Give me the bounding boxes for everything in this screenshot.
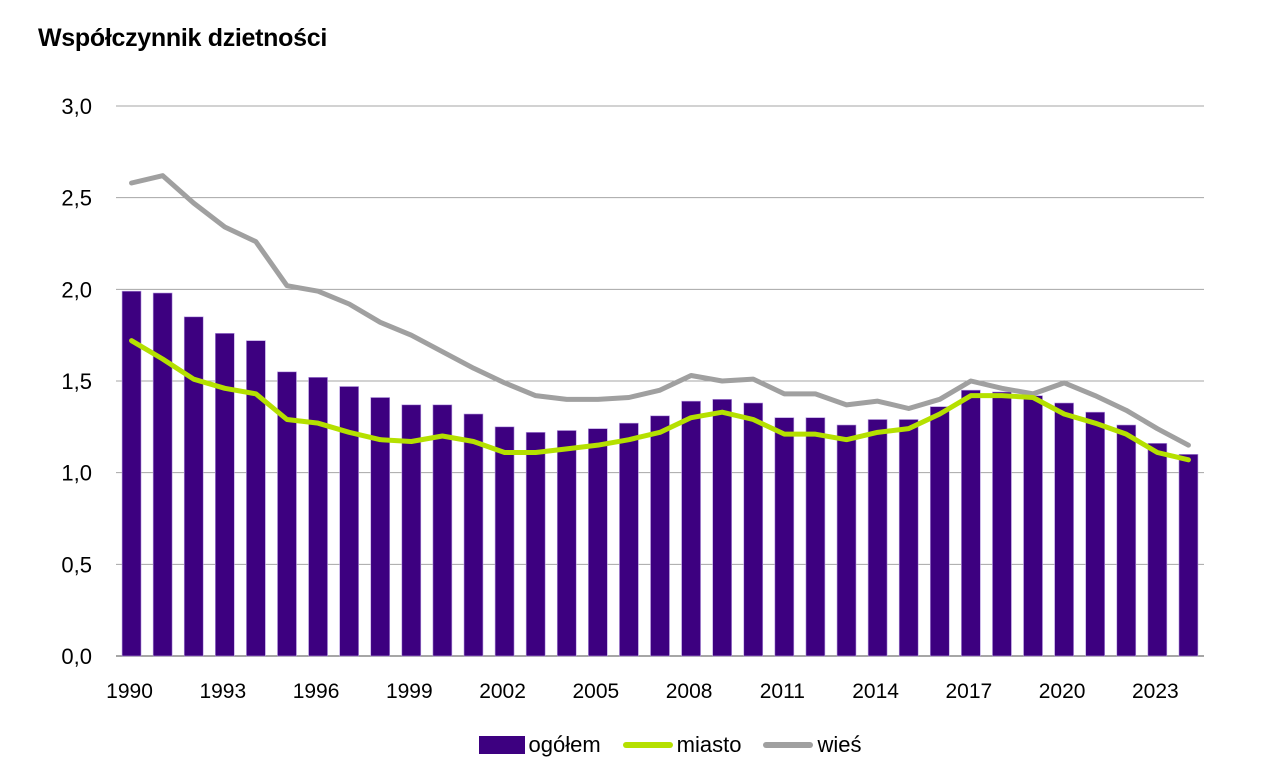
lines	[129, 173, 1191, 463]
bar-1996	[308, 377, 328, 657]
y-tick-label: 1,5	[61, 369, 92, 394]
bar-2005	[588, 428, 608, 657]
bar-1991	[152, 292, 173, 657]
legend-swatch-ogolem	[478, 736, 525, 754]
bar-1998	[370, 397, 391, 657]
bar-1997	[339, 386, 359, 657]
x-tick-label: 2020	[1039, 680, 1086, 703]
y-tick-label: 0,5	[61, 552, 92, 577]
legend-swatch-wies	[763, 742, 814, 748]
legend-item-miasto: miasto	[622, 732, 742, 758]
line-wies	[129, 173, 1191, 448]
y-axis-ticks: 0,0 0,5 1,0 1,5 2,0 2,5 3,0	[61, 94, 92, 669]
x-tick-label: 2011	[760, 680, 805, 703]
bar-2009	[712, 399, 732, 657]
bar-2014	[867, 419, 888, 657]
x-tick-label: 2008	[666, 680, 713, 703]
bar-1990	[121, 290, 142, 657]
y-tick-label: 1,0	[61, 461, 92, 486]
x-tick-label: 2002	[479, 680, 526, 703]
bar-2021	[1085, 411, 1105, 657]
bar-2023	[1147, 443, 1168, 657]
legend-swatch-miasto	[622, 742, 673, 748]
bar-2006	[619, 422, 639, 657]
y-tick-label: 2,5	[61, 186, 92, 211]
bar-1992	[183, 316, 204, 657]
bar-2002	[494, 426, 515, 657]
x-tick-label: 2023	[1132, 680, 1179, 703]
bar-2010	[743, 402, 764, 657]
bar-2017	[961, 389, 981, 657]
x-axis-ticks: 1990 1993 1996 1999 2002 2005 2008 2011 2014 2017…	[106, 680, 1179, 703]
x-tick-label: 1999	[386, 680, 433, 703]
chart-title: Współczynnik dzietności	[38, 24, 327, 52]
bar-2013	[836, 424, 857, 657]
x-tick-label: 1993	[199, 680, 246, 703]
bar-2007	[650, 415, 670, 657]
y-tick-label: 3,0	[61, 94, 92, 119]
x-tick-label: 1990	[106, 680, 153, 703]
x-tick-label: 2017	[945, 680, 992, 703]
bar-2015	[898, 419, 919, 657]
legend-item-ogolem: ogółem	[478, 732, 601, 758]
line-miasto	[129, 338, 1191, 463]
bar-2008	[681, 400, 701, 657]
legend-label-ogolem: ogółem	[528, 732, 601, 757]
bar-2004	[556, 430, 577, 657]
bar-2000	[432, 404, 453, 657]
x-tick-label: 2005	[572, 680, 619, 703]
bar-1993	[215, 333, 235, 657]
y-tick-label: 0,0	[61, 644, 92, 669]
bar-2022	[1116, 424, 1137, 657]
bars-ogolem	[121, 290, 1199, 657]
legend-label-miasto: miasto	[676, 732, 742, 757]
y-tick-label: 2,0	[61, 277, 92, 302]
bar-2024	[1178, 454, 1199, 657]
legend: ogółem miasto wieś	[0, 732, 1282, 758]
x-tick-label: 1996	[293, 680, 340, 703]
legend-label-wies: wieś	[817, 732, 862, 757]
bar-2019	[1023, 395, 1043, 657]
bar-2011	[774, 417, 795, 657]
bar-1999	[401, 404, 422, 657]
legend-item-wies: wieś	[763, 732, 861, 758]
bar-2003	[525, 432, 546, 657]
x-tick-label: 2014	[852, 680, 899, 703]
bar-2012	[805, 417, 826, 657]
bar-2020	[1054, 402, 1074, 657]
bar-2016	[929, 406, 950, 657]
bar-1994	[246, 340, 266, 657]
bar-2001	[463, 413, 484, 657]
bar-1995	[277, 371, 297, 657]
bar-2018	[992, 391, 1012, 657]
